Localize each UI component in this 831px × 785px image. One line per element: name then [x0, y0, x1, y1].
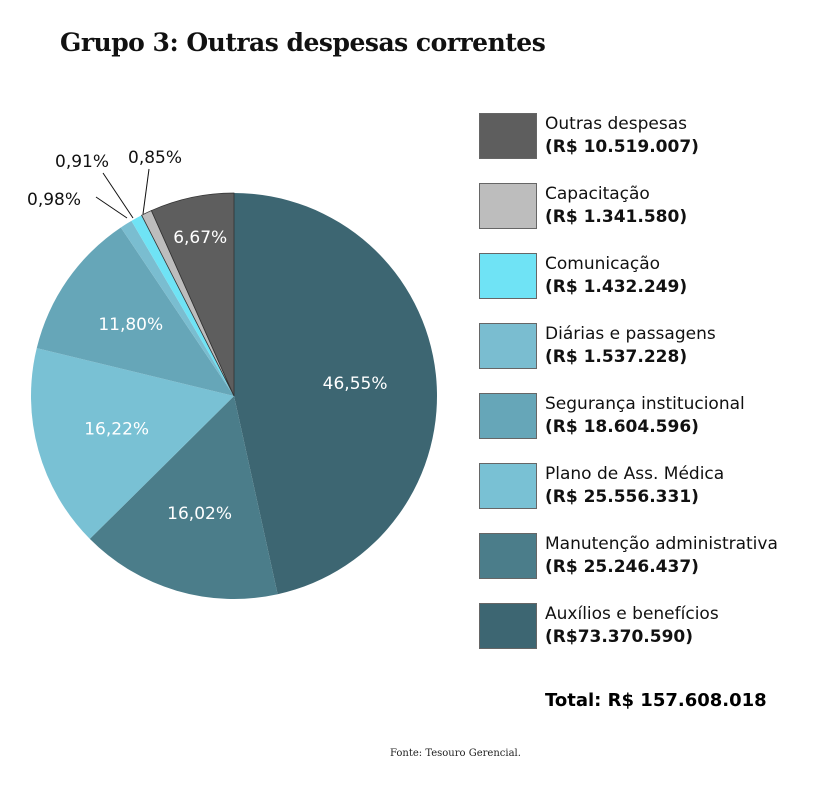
slice-label: 16,22%	[84, 420, 149, 440]
legend-value: (R$ 1.432.249)	[545, 277, 688, 297]
slice-label: 0,85%	[128, 148, 182, 168]
slice-label: 46,55%	[323, 374, 388, 394]
legend-value: (R$ 18.604.596)	[545, 417, 699, 437]
pie-slice	[150, 192, 235, 397]
legend-value: (R$ 25.556.331)	[545, 487, 699, 507]
pie-slice	[89, 396, 278, 600]
legend-swatch	[479, 533, 537, 579]
slice-label: 16,02%	[167, 504, 232, 524]
legend-label: Capacitação	[545, 184, 650, 204]
pie-slice	[30, 348, 235, 539]
legend-label: Comunicação	[545, 254, 661, 274]
legend-label: Outras despesas	[545, 114, 687, 134]
leader-line	[142, 168, 150, 215]
leader-line	[102, 172, 134, 219]
leader-line	[95, 196, 128, 219]
legend-value: (R$73.370.590)	[545, 627, 694, 647]
legend-value: (R$ 25.246.437)	[545, 557, 699, 577]
legend-swatch	[479, 113, 537, 159]
legend-swatch	[479, 323, 537, 369]
legend-swatch	[479, 393, 537, 439]
legend-label: Auxílios e benefícios	[545, 604, 719, 624]
pie-slice	[234, 193, 438, 595]
slice-label: 0,91%	[55, 152, 109, 172]
pie-slice	[131, 215, 234, 396]
legend-label: Manutenção administrativa	[545, 534, 778, 554]
source-note: Fonte: Tesouro Gerencial.	[390, 748, 521, 759]
pie-slice	[120, 220, 234, 396]
slice-label: 0,98%	[27, 190, 81, 210]
legend-value: (R$ 10.519.007)	[545, 137, 699, 157]
legend-swatch	[479, 603, 537, 649]
legend-swatch	[479, 253, 537, 299]
total-label: Total: R$ 157.608.018	[545, 690, 767, 711]
legend-value: (R$ 1.537.228)	[545, 347, 688, 367]
slice-label: 6,67%	[173, 228, 227, 248]
legend-swatch	[479, 463, 537, 509]
legend-label: Plano de Ass. Médica	[545, 464, 725, 484]
chart-title: Grupo 3: Outras despesas correntes	[60, 28, 546, 57]
legend-label: Segurança institucional	[545, 394, 745, 414]
slice-label: 11,80%	[98, 315, 163, 335]
legend-swatch	[479, 183, 537, 229]
pie-slice	[36, 227, 234, 396]
legend-value: (R$ 1.341.580)	[545, 207, 688, 227]
legend-label: Diárias e passagens	[545, 324, 716, 344]
